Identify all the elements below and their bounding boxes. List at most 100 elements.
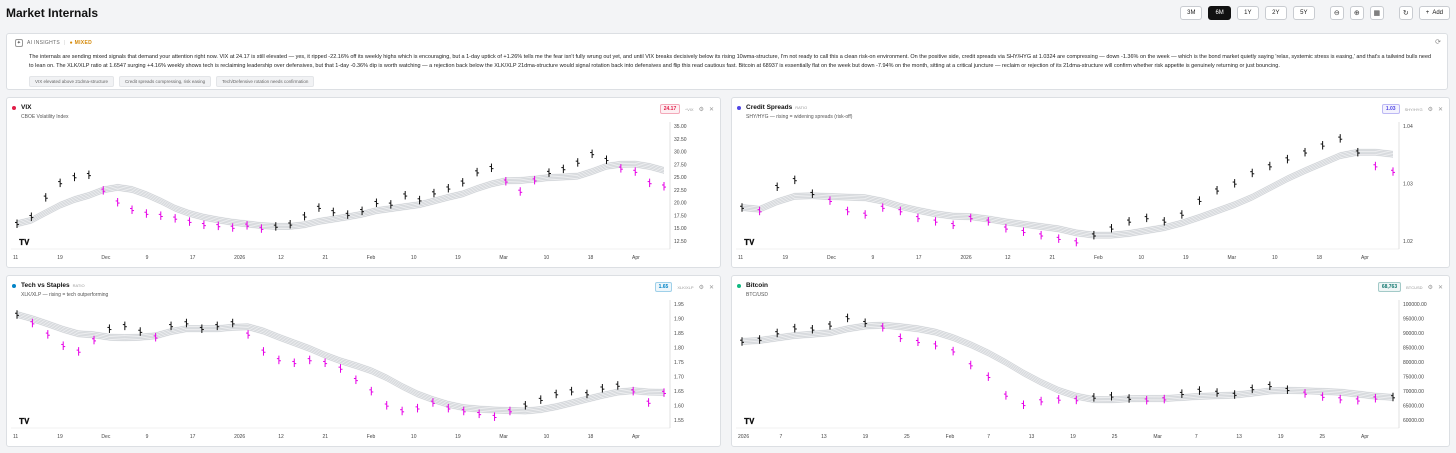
moving-average-line — [741, 152, 1394, 236]
x-tick-label: 19 — [863, 434, 869, 440]
y-tick-label: 75000.00 — [1403, 375, 1424, 381]
y-tick-label: 1.90 — [674, 317, 684, 323]
chart-svg[interactable]: 1.95 1.90 1.85 1.80 1.75 1.70 1.65 1.60 1.55 11 19… — [7, 276, 720, 446]
x-tick-label: 19 — [455, 255, 461, 261]
panel-subtitle: BTC/USD — [746, 292, 768, 298]
add-button[interactable]: + Add — [1418, 6, 1450, 20]
x-tick-label: 19 — [57, 255, 63, 261]
y-tick-label: 17.50 — [674, 213, 687, 219]
settings-icon[interactable]: ⚙ — [698, 106, 704, 113]
panel-controls: 68,763 BTCUSD ⚙ ✕ — [1377, 282, 1443, 292]
x-tick-label: 18 — [588, 434, 594, 440]
settings-icon[interactable]: ⚙ — [1427, 284, 1433, 291]
x-tick-label: 10 — [544, 434, 550, 440]
panel-controls: 1.03 SHY/HYG ⚙ ✕ — [1381, 104, 1443, 114]
y-tick-label: 1.95 — [674, 302, 684, 308]
close-icon[interactable]: ✕ — [708, 284, 714, 291]
timeframe-5y-button[interactable]: 5Y — [1292, 6, 1315, 20]
x-tick-label: 13 — [1236, 434, 1242, 440]
x-tick-label: 2026 — [234, 434, 245, 440]
close-icon[interactable]: ✕ — [708, 106, 714, 113]
tradingview-logo-icon: 𝐓𝐕 — [744, 417, 755, 426]
y-tick-label: 1.85 — [674, 331, 684, 337]
symbol-label: ^VIX — [685, 106, 694, 112]
y-tick-label: 65000.00 — [1403, 404, 1424, 410]
x-tick-label: 9 — [146, 434, 149, 440]
x-tick-label: Apr — [632, 434, 640, 440]
y-tick-label: 1.75 — [674, 360, 684, 366]
settings-icon[interactable]: ⚙ — [1427, 106, 1433, 113]
x-tick-label: 12 — [1005, 255, 1011, 261]
zoom-in-icon[interactable]: ⊕ — [1349, 6, 1364, 20]
chart-svg[interactable]: 100000.00 95000.00 90000.00 85000.00 80000.0… — [732, 276, 1449, 446]
moving-average-band — [742, 321, 1393, 404]
y-tick-label: 15.00 — [674, 226, 687, 232]
moving-average-line — [16, 165, 665, 229]
insights-header: ✦ AI INSIGHTS | ● MIXED — [15, 39, 92, 47]
y-tick-label: 70000.00 — [1403, 389, 1424, 395]
grid-icon[interactable]: ▦ — [1369, 6, 1384, 20]
x-tick-label: Mar — [1228, 255, 1237, 261]
x-tick-label: 25 — [904, 434, 910, 440]
tradingview-logo-icon: 𝐓𝐕 — [744, 238, 755, 247]
moving-average-line — [741, 323, 1394, 399]
insight-tag: Credit spreads compressing, risk easing — [119, 76, 212, 87]
x-tick-label: Feb — [367, 255, 376, 261]
x-tick-label: 7 — [1195, 434, 1198, 440]
moving-average-line — [741, 149, 1394, 233]
x-tick-label: 19 — [1070, 434, 1076, 440]
y-tick-label: 60000.00 — [1403, 418, 1424, 424]
x-tick-label: 17 — [190, 434, 196, 440]
timeframe-3m-button[interactable]: 3M — [1180, 6, 1203, 20]
panel-subtitle: XLK/XLP — rising = tech outperforming — [21, 292, 109, 298]
moving-average-line — [16, 315, 665, 413]
x-tick-label: Apr — [1361, 434, 1369, 440]
x-tick-label: 2026 — [234, 255, 245, 261]
y-tick-label: 1.04 — [1403, 124, 1413, 130]
bitcoin-panel: Bitcoin BTC/USD 68,763 BTCUSD ⚙ ✕ 100000… — [731, 275, 1450, 447]
chart-svg[interactable]: 35.00 32.50 30.00 27.50 25.00 22.50 20.00 17.50… — [7, 98, 720, 267]
y-tick-label: 22.50 — [674, 188, 687, 194]
timeframe-2y-button[interactable]: 2Y — [1264, 6, 1287, 20]
y-tick-label: 90000.00 — [1403, 331, 1424, 337]
close-icon[interactable]: ✕ — [1437, 106, 1443, 113]
symbol-label: XLK/XLP — [677, 284, 694, 290]
x-tick-label: 10 — [1139, 255, 1145, 261]
timeframe-1y-button[interactable]: 1Y — [1236, 6, 1259, 20]
chart-svg[interactable]: 1.04 1.03 1.02 11 19 Dec 9 17 2026 12 21 Feb 10 19 Mar… — [732, 98, 1449, 267]
x-tick-label: 19 — [1278, 434, 1284, 440]
x-tick-label: Dec — [101, 255, 110, 261]
close-icon[interactable]: ✕ — [1437, 284, 1443, 291]
series-dot — [737, 106, 741, 110]
symbol-label: SHY/HYG — [1404, 106, 1423, 112]
page-title: Market Internals — [6, 6, 99, 20]
timeframe-6m-button[interactable]: 6M — [1208, 6, 1231, 20]
plus-icon: + — [1425, 10, 1430, 16]
x-tick-label: 10 — [411, 255, 417, 261]
x-tick-label: Apr — [632, 255, 640, 261]
panel-title: VIX — [21, 104, 32, 111]
refresh-icon[interactable]: ↻ — [1398, 6, 1413, 20]
zoom-out-icon[interactable]: ⊖ — [1329, 6, 1344, 20]
moving-average-line — [741, 324, 1394, 400]
current-value-badge: 1.03 — [1381, 104, 1400, 114]
moving-average-band — [17, 310, 664, 415]
top-bar: Market Internals 3M 6M 1Y 2Y 5Y ⊖ ⊕ ▦ ↻ … — [0, 0, 1456, 26]
x-tick-label: 25 — [1112, 434, 1118, 440]
panel-subtitle: SHY/HYG — rising = widening spreads (ris… — [746, 114, 853, 120]
y-tick-label: 12.50 — [674, 239, 687, 245]
panel-subtitle: CBOE Volatility Index — [21, 114, 69, 120]
y-tick-label: 95000.00 — [1403, 317, 1424, 323]
x-tick-label: 25 — [1319, 434, 1325, 440]
series-dot — [737, 284, 741, 288]
x-tick-label: 18 — [1317, 255, 1323, 261]
current-value-badge: 24.17 — [659, 104, 681, 114]
insights-refresh-icon[interactable]: ⟳ — [1435, 39, 1441, 46]
series-dot — [12, 106, 16, 110]
x-tick-label: 19 — [57, 434, 63, 440]
current-value-badge: 68,763 — [1377, 282, 1402, 292]
x-tick-label: Apr — [1361, 255, 1369, 261]
x-tick-label: 7 — [780, 434, 783, 440]
settings-icon[interactable]: ⚙ — [698, 284, 704, 291]
y-tick-label: 1.02 — [1403, 239, 1413, 245]
